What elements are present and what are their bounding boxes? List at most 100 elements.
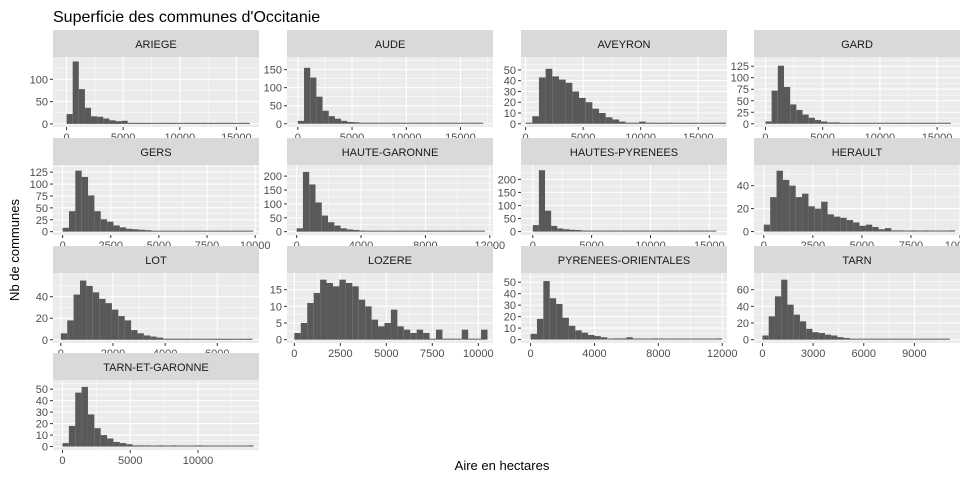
histogram-bar: [851, 122, 859, 124]
histogram-bar: [808, 117, 815, 124]
histogram-bar: [530, 333, 537, 340]
y-tick-label: 0: [42, 442, 48, 454]
histogram-bar: [478, 230, 485, 232]
histogram-bar: [326, 283, 333, 340]
histogram-bar: [100, 435, 108, 447]
histogram-bar: [452, 122, 459, 124]
histogram-bar: [372, 122, 379, 124]
histogram-bar: [188, 122, 195, 124]
histogram-bar: [243, 122, 250, 124]
histogram-bar: [887, 338, 894, 340]
histogram-bar: [592, 108, 600, 124]
histogram-bar: [448, 338, 456, 340]
histogram-bar: [639, 338, 646, 340]
histogram-bar: [188, 338, 195, 340]
histogram-bar: [814, 208, 822, 232]
histogram-bar: [613, 338, 621, 340]
histogram-bar: [618, 230, 625, 232]
histogram-bar: [787, 304, 794, 340]
histogram-bar: [645, 122, 653, 124]
histogram-bar: [403, 329, 411, 340]
histogram-bar: [878, 229, 885, 232]
histogram-bar: [814, 120, 822, 124]
histogram-bar: [202, 230, 209, 232]
facet-ariege: ARIEGE050100050001000015000: [30, 30, 259, 144]
histogram-bar: [322, 110, 329, 124]
histogram-bar: [119, 443, 127, 447]
histogram-bar: [625, 122, 633, 124]
histogram-bar: [352, 286, 359, 340]
facet-strip: [53, 138, 259, 165]
y-tick-label: 150: [264, 185, 282, 197]
histogram-bar: [237, 122, 244, 124]
histogram-bar: [371, 230, 379, 232]
histogram-bar: [294, 333, 301, 340]
histogram-bar: [358, 299, 366, 340]
y-tick-label: 10: [504, 323, 516, 335]
facet-lozere: LOZERE 0 5 10 15 0 2500 5000 7500 10000: [270, 246, 494, 360]
x-tick-label: 12000: [707, 348, 738, 360]
facet-strip: [287, 138, 493, 165]
histogram-bar: [827, 122, 834, 124]
histogram-bar: [802, 114, 809, 124]
y-tick-label: 40: [737, 301, 749, 313]
histogram-bar: [316, 96, 323, 124]
y-tick-label: 50: [36, 384, 48, 396]
y-tick-label: 50: [504, 65, 516, 77]
histogram-bar: [543, 281, 550, 340]
facet-strip: [53, 353, 259, 380]
histogram-bar: [124, 320, 132, 340]
y-tick-label: 100: [264, 199, 282, 211]
histogram-bar: [151, 445, 159, 447]
histogram-bar: [859, 225, 866, 232]
histogram-bar: [297, 120, 305, 124]
facet-strip-label: GARD: [841, 39, 873, 51]
y-tick-label: 200: [264, 171, 282, 183]
histogram-bar: [339, 279, 346, 340]
histogram-bar: [923, 230, 930, 232]
histogram-bar: [196, 445, 203, 447]
histogram-bar: [673, 230, 680, 232]
histogram-bar: [176, 122, 183, 124]
histogram-bar: [442, 338, 449, 340]
histogram-bar: [183, 230, 190, 232]
histogram-bar: [84, 107, 92, 124]
facet-strip-label: AUDE: [375, 39, 406, 51]
y-tick-label: 100: [498, 200, 516, 212]
histogram-bar: [79, 280, 87, 340]
histogram-bar: [556, 303, 563, 340]
histogram-bar: [818, 333, 825, 340]
histogram-bar: [719, 122, 726, 124]
facet-lot: LOT020400200040006000: [36, 246, 259, 360]
histogram-bar: [68, 211, 76, 232]
histogram-bar: [649, 230, 656, 232]
facet-strip-label: ARIEGE: [135, 39, 177, 51]
histogram-bar: [664, 338, 672, 340]
histogram-bar: [884, 228, 892, 232]
histogram-bar: [470, 122, 478, 124]
histogram-bar: [709, 338, 716, 340]
histogram-bar: [624, 230, 631, 232]
histogram-bar: [341, 120, 348, 124]
facet-strip-label: HERAULT: [832, 147, 883, 159]
histogram-bar: [353, 122, 360, 124]
histogram-bar: [938, 122, 945, 124]
histogram-bar: [585, 102, 593, 124]
y-tick-label: 30: [504, 300, 516, 312]
x-tick-label: 9000: [902, 348, 926, 360]
histogram-bar: [612, 119, 620, 124]
x-tick-label: 0: [59, 455, 65, 467]
histogram-bar: [240, 230, 247, 232]
histogram-bar: [853, 222, 860, 232]
histogram-bar: [833, 216, 841, 232]
histogram-bar: [177, 445, 184, 447]
histogram-bar: [131, 330, 138, 340]
histogram-bar: [765, 121, 772, 124]
histogram-bar: [113, 225, 120, 232]
facet-strip: [287, 30, 493, 57]
histogram-bar: [138, 229, 146, 232]
y-tick-label: 125: [30, 167, 48, 179]
histogram-bar: [231, 122, 238, 124]
histogram-bar: [196, 230, 203, 232]
histogram-bar: [228, 445, 235, 447]
